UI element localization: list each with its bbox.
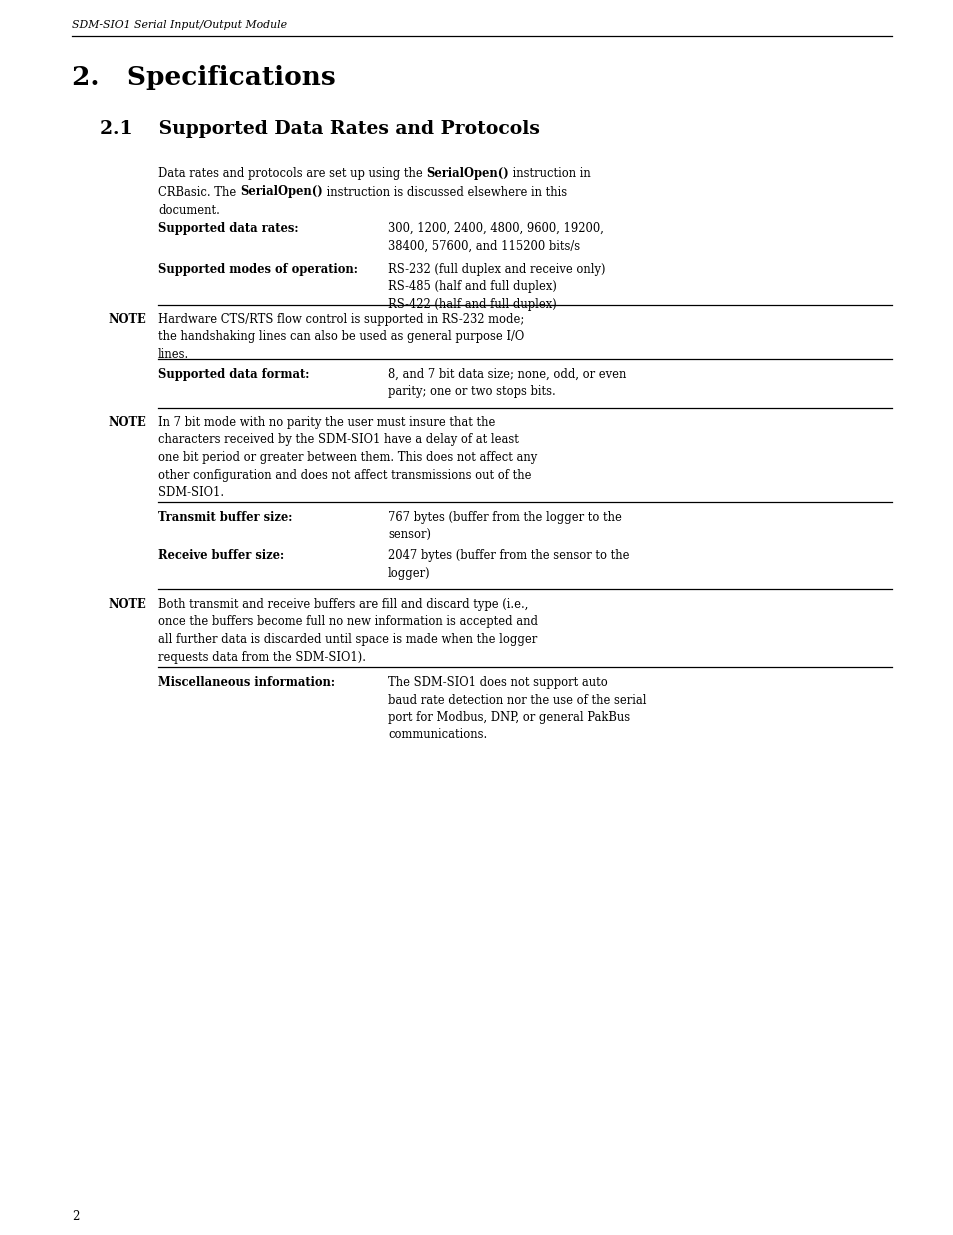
- Text: Both transmit and receive buffers are fill and discard type (i.e.,
once the buff: Both transmit and receive buffers are fi…: [158, 598, 537, 663]
- Text: The SDM-SIO1 does not support auto
baud rate detection nor the use of the serial: The SDM-SIO1 does not support auto baud …: [388, 676, 646, 741]
- Text: 2: 2: [71, 1210, 79, 1223]
- Text: SerialOpen(): SerialOpen(): [426, 167, 509, 180]
- Text: 2.1    Supported Data Rates and Protocols: 2.1 Supported Data Rates and Protocols: [100, 120, 539, 138]
- Text: Receive buffer size:: Receive buffer size:: [158, 550, 284, 562]
- Text: Data rates and protocols are set up using the: Data rates and protocols are set up usin…: [158, 167, 426, 180]
- Text: 767 bytes (buffer from the logger to the
sensor): 767 bytes (buffer from the logger to the…: [388, 511, 621, 541]
- Text: document.: document.: [158, 204, 219, 217]
- Text: SDM-SIO1 Serial Input/Output Module: SDM-SIO1 Serial Input/Output Module: [71, 20, 287, 30]
- Text: Supported data format:: Supported data format:: [158, 368, 309, 382]
- Text: Miscellaneous information:: Miscellaneous information:: [158, 676, 335, 689]
- Text: 8, and 7 bit data size; none, odd, or even
parity; one or two stops bits.: 8, and 7 bit data size; none, odd, or ev…: [388, 368, 626, 399]
- Text: NOTE: NOTE: [108, 416, 146, 429]
- Text: 2.   Specifications: 2. Specifications: [71, 65, 335, 90]
- Text: instruction is discussed elsewhere in this: instruction is discussed elsewhere in th…: [322, 185, 566, 199]
- Text: 2047 bytes (buffer from the sensor to the
logger): 2047 bytes (buffer from the sensor to th…: [388, 550, 629, 579]
- Text: Hardware CTS/RTS flow control is supported in RS-232 mode;
the handshaking lines: Hardware CTS/RTS flow control is support…: [158, 312, 524, 361]
- Text: RS-232 (full duplex and receive only)
RS-485 (half and full duplex)
RS-422 (half: RS-232 (full duplex and receive only) RS…: [388, 263, 605, 311]
- Text: CRBasic. The: CRBasic. The: [158, 185, 239, 199]
- Text: Supported modes of operation:: Supported modes of operation:: [158, 263, 357, 275]
- Text: Transmit buffer size:: Transmit buffer size:: [158, 511, 293, 524]
- Text: 300, 1200, 2400, 4800, 9600, 19200,
38400, 57600, and 115200 bits/s: 300, 1200, 2400, 4800, 9600, 19200, 3840…: [388, 222, 603, 252]
- Text: SerialOpen(): SerialOpen(): [239, 185, 322, 199]
- Text: In 7 bit mode with no parity the user must insure that the
characters received b: In 7 bit mode with no parity the user mu…: [158, 416, 537, 499]
- Text: NOTE: NOTE: [108, 598, 146, 611]
- Text: Supported data rates:: Supported data rates:: [158, 222, 298, 235]
- Text: NOTE: NOTE: [108, 312, 146, 326]
- Text: instruction in: instruction in: [509, 167, 590, 180]
